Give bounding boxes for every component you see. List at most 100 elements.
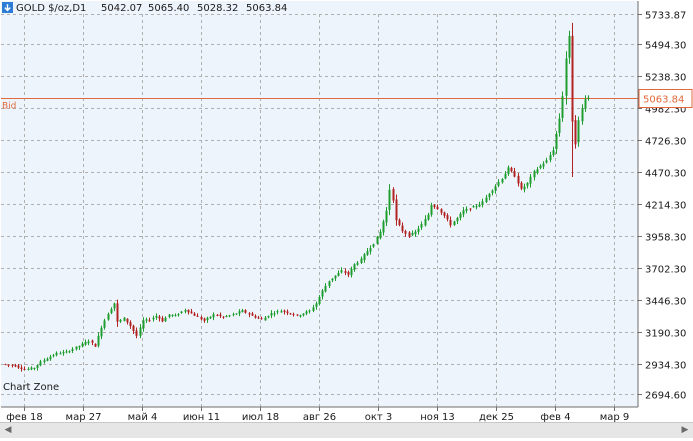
time-tick-label: фев 4 (540, 412, 570, 423)
candle-body (107, 313, 110, 320)
candle-body (148, 320, 151, 322)
candle-body (414, 231, 417, 235)
price-tick-label: 4470.30 (645, 169, 686, 180)
candle-body (145, 319, 148, 321)
candle-body (529, 176, 532, 184)
candle-body (449, 219, 452, 226)
candle-body (177, 314, 180, 316)
price-tick-label: 4726.30 (645, 137, 686, 148)
time-tick-label: дек 25 (479, 412, 514, 423)
candle-body (395, 199, 398, 221)
candle-body (305, 311, 308, 314)
candle-body (433, 205, 436, 208)
candle-body (161, 318, 164, 322)
candle-body (462, 210, 465, 215)
candle-body (350, 268, 353, 276)
candle-body (94, 343, 97, 347)
candle-body (206, 317, 209, 321)
candle-body (11, 364, 14, 366)
candle-body (276, 311, 279, 313)
candle-body (587, 97, 590, 99)
bid-price-box (638, 89, 693, 108)
candle-body (267, 316, 270, 318)
candle-body (353, 264, 356, 270)
candle-body (533, 171, 536, 178)
price-tick-label: 5494.30 (645, 41, 686, 52)
candle-body (446, 215, 449, 220)
time-tick-label: июн 11 (183, 412, 220, 423)
candle-body (36, 365, 39, 368)
candle-body (158, 316, 161, 319)
candle-body (369, 247, 372, 252)
candle-body (20, 367, 23, 370)
price-tick-label: 3190.30 (645, 329, 686, 340)
candle-body (264, 317, 267, 321)
candle-body (581, 107, 584, 122)
candle-body (65, 351, 68, 353)
candle-body (356, 262, 359, 265)
candle-body (321, 290, 324, 297)
candle-body (225, 316, 228, 318)
candle-body (87, 341, 90, 344)
candle-body (155, 315, 158, 318)
candle-body (302, 313, 305, 316)
candles[interactable] (4, 22, 590, 372)
candle-body (100, 327, 103, 337)
candle-body (174, 315, 177, 317)
candle-body (408, 232, 411, 237)
candle-body (584, 99, 587, 109)
time-tick-label: фев 18 (6, 412, 43, 423)
candle-body (331, 278, 334, 281)
candle-body (392, 189, 395, 201)
candle-body (273, 313, 276, 315)
candle-body (379, 231, 382, 239)
candle-body (491, 190, 494, 193)
candle-body (324, 285, 327, 292)
horizontal-scrollbar[interactable]: ◀ ▶ (0, 422, 693, 438)
bid-price-label: 5063.84 (643, 95, 684, 106)
candle-body (328, 281, 331, 286)
candle-body (219, 314, 222, 317)
candle-body (443, 212, 446, 216)
candle-body (23, 368, 26, 370)
candle-body (49, 356, 52, 360)
candle-body (539, 165, 542, 169)
candle-body (129, 322, 132, 327)
candle-body (555, 133, 558, 150)
candle-body (545, 160, 548, 163)
candle-body (549, 155, 552, 161)
candle-body (260, 318, 263, 320)
time-tick-label: май 4 (128, 412, 158, 423)
candle-body (504, 173, 507, 179)
candle-body (347, 271, 350, 275)
candle-body (459, 213, 462, 218)
candle-body (203, 318, 206, 321)
scroll-left-arrow-icon[interactable]: ◀ (4, 425, 12, 435)
candle-body (561, 96, 564, 118)
candle-body (565, 58, 568, 96)
candle-body (33, 367, 36, 369)
candle-body (46, 358, 49, 361)
candle-body (257, 317, 260, 319)
scroll-right-arrow-icon[interactable]: ▶ (681, 425, 689, 435)
candle-body (209, 316, 212, 319)
candle-body (292, 314, 295, 316)
price-tick-label: 5238.30 (645, 73, 686, 84)
candle-body (17, 365, 20, 368)
candle-body (382, 221, 385, 233)
candle-body (200, 316, 203, 320)
candle-body (180, 311, 183, 314)
candle-body (517, 175, 520, 184)
candle-body (404, 231, 407, 234)
candle-body (401, 225, 404, 232)
time-axis[interactable]: фев 18 мар 27 май 4 июн 11 июл 18 авг 26 окт 3… (1, 406, 638, 423)
candle-body (436, 206, 439, 210)
candle-body (478, 204, 481, 207)
candle-body (366, 250, 369, 255)
price-axis[interactable]: 5733.87 5494.30 5238.30 4982.30 4726.30 4470.… (637, 1, 693, 407)
time-tick-label: мар 27 (66, 412, 102, 423)
candle-body (75, 346, 78, 350)
open-value: 5042.07 (101, 3, 142, 14)
